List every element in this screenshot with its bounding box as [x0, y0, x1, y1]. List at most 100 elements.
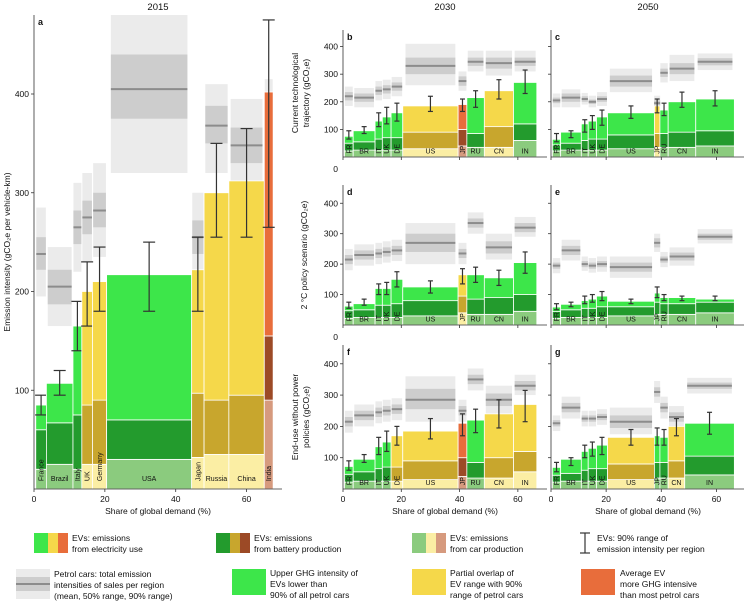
ev-bar-batt	[684, 455, 735, 476]
region-label: CN	[677, 149, 687, 156]
legend-text: Petrol cars: total emission	[54, 569, 152, 579]
ev-bar-batt	[513, 294, 538, 312]
panel-d: FR BR IT UK DE US JP RU CN IN 100 200 300 400 0 d	[324, 185, 547, 342]
y-tick-label: 200	[324, 259, 338, 269]
panel-letter: a	[38, 17, 44, 27]
region-label: Brazil	[51, 476, 69, 483]
panel-a: France Brazil Italy UK Germany USA Japan Russia…	[15, 15, 282, 504]
region-label: IN	[522, 480, 529, 487]
y-tick-label: 400	[15, 89, 29, 99]
region-label: USA	[142, 476, 157, 483]
region-label: US	[626, 149, 636, 156]
region-label: Russia	[206, 476, 228, 483]
region-label: China	[237, 476, 255, 483]
x-tick-label: 40	[657, 494, 667, 504]
legend-text: range of petrol cars	[450, 590, 523, 600]
panel-letter: d	[347, 187, 353, 197]
swatch-car-good	[412, 533, 426, 553]
ev-bar-batt	[457, 457, 468, 477]
region-label: BR	[566, 149, 576, 156]
region-label: US	[426, 316, 436, 323]
region-label: DE	[394, 144, 401, 154]
ev-bar-batt	[483, 126, 514, 148]
region-label: Italy	[75, 468, 82, 481]
region-label: IT	[582, 147, 589, 154]
ev-bar-batt	[46, 422, 74, 465]
region-label: DE	[600, 475, 607, 485]
ev-bar-batt	[653, 301, 661, 315]
ev-bar-batt	[457, 295, 468, 314]
region-label: IN	[712, 149, 719, 156]
legend-text: EVs: emissions	[254, 533, 312, 543]
region-label: FR	[554, 312, 561, 321]
ev-bar-batt	[513, 123, 538, 141]
ev-bar-batt	[653, 461, 661, 479]
legend-text: EVs: emissions	[72, 533, 130, 543]
region-label: IN	[706, 480, 713, 487]
region-label: RU	[662, 475, 669, 485]
region-label: DE	[394, 311, 401, 321]
x-tick-label: 20	[601, 494, 611, 504]
swatch-elec-partial	[48, 533, 58, 553]
ev-bar-batt	[466, 461, 485, 479]
panel-letter: c	[555, 32, 560, 42]
ev-bar-batt	[695, 130, 735, 147]
x-axis-label-g: Share of global demand (%)	[595, 506, 701, 516]
swatch-elec-good	[34, 533, 48, 553]
ev-bar-batt	[402, 460, 459, 481]
region-label: IT	[376, 314, 383, 321]
ev-bar-car	[106, 458, 193, 490]
swatch-good	[232, 569, 266, 595]
region-label: FR	[554, 144, 561, 153]
panel-e: FR BR IT UK DE US JP RU CN IN e	[548, 185, 744, 328]
legend-text: EVs lower than	[270, 579, 327, 589]
region-label: FR	[346, 476, 353, 485]
legend-text: emission intensity per region	[597, 544, 705, 554]
ev-bar-batt	[191, 392, 205, 458]
ev-bar-elec	[684, 422, 735, 457]
x-tick-label: 0	[341, 494, 346, 504]
panel-c: FR BR IT UK DE US JP RU CN IN c	[548, 30, 744, 160]
y-tick-label: 200	[15, 287, 29, 297]
row-y-label: policies (gCO₂e)	[301, 386, 311, 448]
ev-bar-batt	[695, 301, 735, 314]
ev-bar-batt	[402, 300, 459, 317]
legend-text: intensities of sales per region	[54, 580, 164, 590]
region-label: CN	[677, 316, 687, 323]
legend-text: from car production	[450, 544, 523, 554]
x-tick-label: 20	[100, 494, 110, 504]
ev-bar-batt	[607, 463, 655, 481]
y-tick-label: 400	[324, 42, 338, 52]
swatch-batt-partial	[230, 533, 240, 553]
ev-bar-batt	[457, 128, 468, 147]
x-tick-label: 0	[32, 494, 37, 504]
swatch-partial	[412, 569, 446, 595]
region-label: RU	[471, 316, 481, 323]
ev-bar-car	[203, 454, 230, 490]
panel-g: FR BR IT UK DE US JP RU CN IN 0 20 40 60 g	[548, 345, 744, 504]
ev-bar-batt	[667, 460, 686, 479]
region-label: CN	[494, 480, 504, 487]
petrol-50-range	[110, 54, 188, 119]
region-label: US	[426, 149, 436, 156]
ev-bar-batt	[81, 404, 93, 465]
region-label: BR	[359, 316, 369, 323]
region-label: BR	[359, 149, 369, 156]
ev-bar-batt	[106, 419, 193, 460]
region-label: UK	[384, 475, 391, 485]
region-label: CN	[671, 480, 681, 487]
region-label: JP	[460, 477, 467, 486]
legend-text: EV range with 90%	[450, 579, 523, 589]
region-label: US	[426, 480, 436, 487]
y-tick-label: 300	[324, 69, 338, 79]
ev-bar-batt	[203, 399, 230, 455]
legend-text: than most petrol cars	[620, 590, 699, 600]
ev-bar-batt	[263, 335, 274, 401]
region-label: DE	[600, 144, 607, 154]
